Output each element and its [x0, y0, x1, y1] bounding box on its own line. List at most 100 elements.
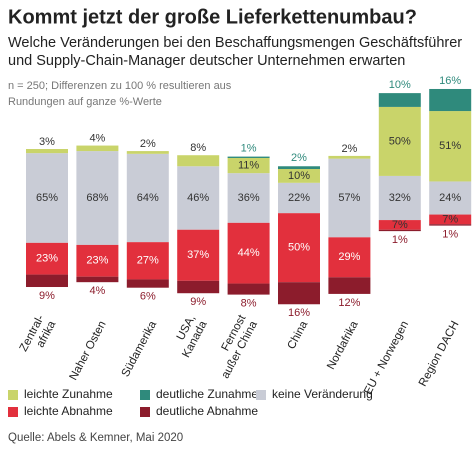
value-label: 16% [288, 307, 310, 319]
source: Quelle: Abels & Kemner, Mai 2020 [8, 432, 183, 444]
bar-segment [177, 229, 220, 281]
bar-segment [429, 181, 472, 215]
bar-segment [227, 222, 270, 284]
bar-segment [26, 153, 68, 243]
x-tick-label-line: Südamerika [120, 319, 160, 379]
x-tick-label: Zentral-afrika [18, 313, 59, 360]
x-tick-label-line: EU + Norwegen [362, 319, 411, 397]
note: n = 250; Differenzen zu 100 % resultiere… [8, 80, 232, 92]
legend-swatch [140, 390, 150, 400]
bar-segment [378, 220, 421, 230]
legend-label: deutliche Zunahme [156, 387, 258, 401]
bar-segment [378, 175, 421, 221]
value-label: 11% [238, 159, 259, 171]
value-label: 32% [389, 192, 411, 204]
value-label: 9% [190, 296, 206, 308]
value-label: 10% [288, 170, 310, 182]
bar-segment [76, 151, 119, 245]
legend-swatch [140, 407, 150, 417]
bar-segment [328, 158, 371, 238]
bar-segment [278, 182, 320, 214]
bar-segment [177, 280, 220, 294]
value-label: 2% [341, 143, 357, 155]
bar-segment [429, 214, 472, 225]
bar-segment [126, 153, 169, 243]
value-label: 16% [439, 75, 461, 87]
bar-segment [26, 149, 68, 154]
value-label: 2% [140, 138, 156, 150]
bar-segment [126, 151, 169, 154]
subtitle: und Supply-Chain-Manager deutscher Unter… [8, 53, 405, 69]
legend-label: leichte Abnahme [24, 404, 113, 418]
bar-segment [227, 157, 270, 174]
note: Rundungen auf ganze %-Werte [8, 96, 162, 108]
value-label: 37% [187, 249, 209, 261]
value-label: 7% [392, 219, 408, 231]
value-label: 68% [86, 192, 108, 204]
x-tick-label: Fernostaußer China [208, 312, 260, 380]
value-label: 46% [187, 192, 209, 204]
bar-segment [177, 155, 220, 167]
chart-title: Kommt jetzt der große Lieferkettenumbau? [8, 6, 417, 28]
bar-segment [26, 274, 68, 288]
legend-label: leichte Zunahme [24, 387, 113, 401]
value-label: 22% [288, 192, 310, 204]
bar-segment [378, 93, 421, 107]
value-label: 29% [338, 251, 360, 263]
value-label: 65% [36, 192, 58, 204]
value-label: 23% [86, 255, 108, 267]
legend-label: deutliche Abnahme [156, 404, 258, 418]
value-label: 44% [238, 247, 260, 259]
value-label: 64% [137, 192, 159, 204]
value-label: 57% [338, 192, 360, 204]
legend-swatch [8, 390, 18, 400]
x-tick-label: USA,Kanada [169, 313, 210, 360]
value-label: 8% [241, 298, 257, 310]
bar-segment [429, 224, 472, 226]
x-tick-label: EU + Norwegen [362, 319, 411, 397]
value-label: 1% [241, 143, 257, 155]
value-label: 23% [36, 253, 58, 265]
value-label: 6% [140, 291, 156, 303]
bar-segment [378, 106, 421, 176]
bar-segment [126, 279, 169, 288]
bar-segment [278, 282, 320, 305]
bar-segment [126, 242, 169, 280]
bar-segment [227, 173, 270, 223]
subtitle: Welche Veränderungen bei den Beschaffung… [8, 35, 462, 51]
x-tick-label: Region DACH [417, 319, 462, 388]
bar-segment [278, 166, 320, 170]
bar-segment [76, 145, 119, 152]
bar-segment [429, 111, 472, 182]
bar-segment [76, 244, 119, 277]
x-tick-label: Südamerika [120, 319, 160, 379]
bar-segment [26, 242, 68, 275]
bar-segment [328, 155, 371, 159]
bar-segment [177, 166, 220, 230]
value-label: 7% [442, 213, 458, 225]
bar-segment [429, 88, 472, 112]
value-label: 36% [238, 192, 260, 204]
value-label: 1% [392, 234, 408, 246]
bar-segment [328, 237, 371, 278]
value-label: 8% [190, 142, 206, 154]
value-label: 12% [338, 297, 360, 309]
value-label: 24% [439, 192, 461, 204]
x-tick-label-line: Region DACH [417, 319, 462, 388]
legend-swatch [256, 390, 266, 400]
value-label: 1% [442, 229, 458, 241]
bar-segment [278, 213, 320, 283]
x-tick-label: China [286, 319, 311, 352]
x-tick-label: Nordafrika [325, 319, 361, 372]
bar-segment [328, 277, 371, 294]
bar-segment [76, 276, 119, 283]
x-tick-label-line: Naher Osten [68, 319, 109, 382]
x-tick-label-line: China [286, 319, 311, 352]
x-tick-label: Naher Osten [68, 319, 109, 382]
value-label: 4% [89, 132, 105, 144]
bar-segment [278, 169, 320, 183]
legend-label: keine Veränderung [272, 387, 373, 401]
value-label: 51% [439, 140, 461, 152]
value-label: 9% [39, 290, 55, 302]
